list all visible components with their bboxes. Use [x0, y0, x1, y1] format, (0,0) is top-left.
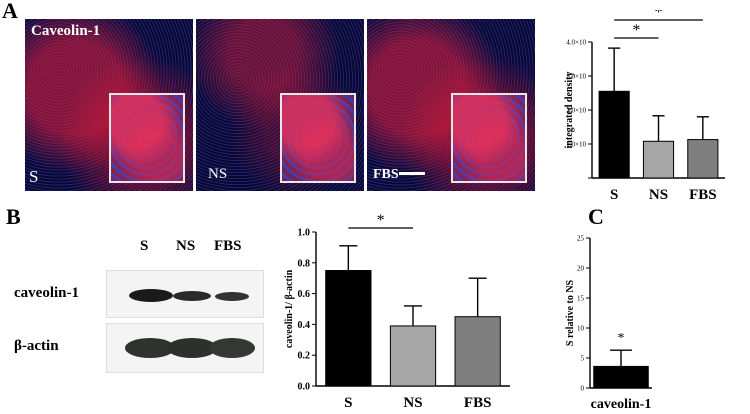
lane-label-fbs: FBS	[214, 238, 242, 254]
significance-star: *	[632, 22, 640, 39]
y-tick-label: 15	[577, 294, 585, 302]
condition-label-fbs: FBS	[373, 167, 399, 182]
stain-label: Caveolin-1	[31, 23, 101, 39]
y-axis-label: mRNA level	[560, 287, 563, 339]
micrograph-fbs: FBS	[366, 18, 536, 192]
y-tick-label: 5	[581, 354, 585, 362]
micrograph-inset-s	[109, 93, 185, 183]
y-tick-label: 1.0	[298, 228, 311, 239]
category-label: FBS	[689, 187, 717, 203]
significance-star: *	[655, 10, 663, 21]
significance-star: *	[618, 331, 625, 346]
scale-bar	[399, 172, 425, 175]
y-tick-label: 0.0	[298, 382, 311, 393]
bar-caveolin-1	[593, 365, 649, 389]
chart-mrna-level: 0 5 10 15 20 25 mRNA level S relative to NS cave…	[560, 234, 652, 412]
panel-letter-a: A	[2, 0, 18, 23]
y-axis-label: caveolin-1/ β-actin	[284, 269, 295, 348]
row-label-caveolin: caveolin-1	[14, 285, 79, 301]
y-tick-label: 1.0×10	[566, 140, 586, 148]
lane-label-ns: NS	[176, 238, 196, 254]
y-axis-label: integrated density	[564, 72, 575, 149]
y-axis-label: S relative to NS	[565, 279, 576, 346]
panel-letter-c: C	[588, 204, 604, 229]
bar-ns	[642, 140, 675, 179]
y-tick-label: 0.6	[298, 289, 311, 300]
lane-label-s: S	[140, 238, 149, 254]
bar-fbs	[687, 139, 719, 179]
row-label-actin: β-actin	[14, 338, 59, 354]
bar-s	[325, 270, 372, 387]
category-label: NS	[649, 187, 668, 203]
y-tick-label: 0.2	[298, 351, 311, 362]
y-tick-label: 20	[577, 264, 585, 272]
bar-ns	[389, 325, 437, 387]
micrograph-inset-fbs	[451, 93, 527, 183]
micrograph-inset-ns	[280, 93, 356, 183]
condition-label-ns: NS	[208, 166, 228, 182]
bar-s	[598, 90, 630, 179]
y-tick-label: 0	[581, 384, 585, 392]
micrograph-ns: NS	[195, 18, 365, 192]
y-tick-label: 3.0×10	[566, 72, 586, 80]
chart-integrated-density: 1.0×10 2.0×10 3.0×10 4.0×10 integrated densi…	[564, 10, 725, 203]
category-label: S	[610, 187, 618, 203]
y-tick-label: 10	[577, 324, 585, 332]
significance-star: *	[377, 212, 385, 229]
category-label: FBS	[464, 395, 492, 411]
y-tick-label: 25	[577, 234, 585, 242]
bar-fbs	[454, 316, 501, 387]
category-label: NS	[403, 395, 422, 411]
y-tick-label: 2.0×10	[566, 106, 586, 114]
panel-letter-b: B	[6, 204, 21, 229]
y-tick-label: 4.0×10	[566, 38, 586, 46]
category-label: caveolin-1	[591, 397, 652, 412]
y-tick-label: 0.8	[298, 258, 311, 269]
micrograph-s: Caveolin-1 S	[24, 18, 194, 192]
condition-label-s: S	[29, 167, 39, 186]
chart-caveolin-ratio: 0.0 0.2 0.4 0.6 0.8 1.0 caveolin-1/ β-actin S NS…	[284, 212, 510, 411]
blot-caveolin	[106, 270, 264, 318]
y-tick-label: 0.4	[298, 320, 311, 331]
category-label: S	[344, 395, 352, 411]
blot-actin	[106, 323, 264, 373]
